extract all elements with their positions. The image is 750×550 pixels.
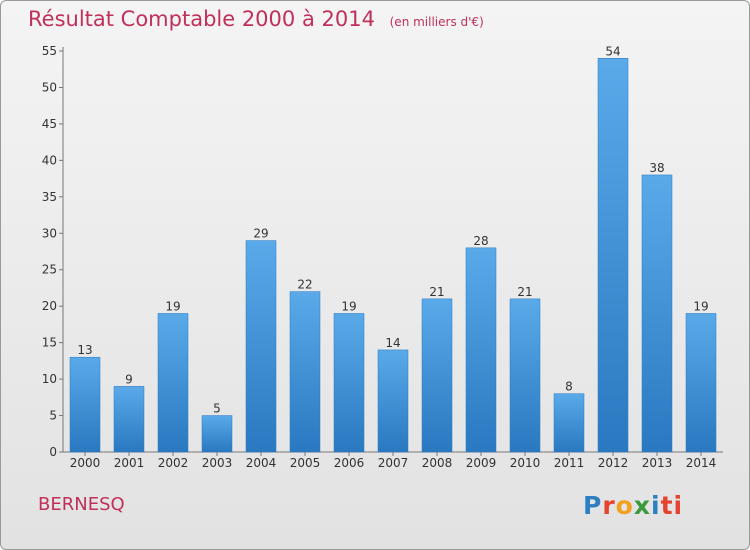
chart-axes: 0 5 10 15 20 25 30 35 40 45 50 55 2000 2001 2002 2003 20… [42,44,723,470]
data-label: 22 [297,278,312,292]
y-tick-label: 40 [42,153,57,167]
chart-data-labels: 13 9 19 5 29 22 19 14 21 28 21 8 54 38 19 [77,44,708,415]
y-tick-label: 15 [42,336,57,350]
y-tick-label: 10 [42,372,57,386]
bar [377,349,409,453]
y-tick-label: 30 [42,226,57,240]
x-tick-label: 2009 [466,456,497,470]
chart-bars [69,58,717,453]
x-tick-label: 2001 [114,456,145,470]
x-tick-label: 2003 [202,456,233,470]
logo-letter: r [602,491,616,520]
x-tick-label: 2002 [158,456,189,470]
y-tick-label: 45 [42,117,57,131]
data-label: 19 [165,299,180,313]
logo-letter: x [633,491,651,520]
bar [245,240,277,453]
bar [421,298,453,453]
logo-letter: i [651,491,661,520]
y-tick-label: 55 [42,44,57,58]
logo-letter: P [583,491,603,520]
bar [465,247,497,453]
bar [289,291,321,453]
bar [509,298,541,453]
x-tick-label: 2008 [422,456,453,470]
data-label: 21 [517,285,532,299]
data-label: 5 [213,402,221,416]
place-name: BERNESQ [38,494,125,515]
data-label: 29 [253,227,268,241]
data-label: 13 [77,343,92,357]
data-label: 19 [341,299,356,313]
data-label: 28 [473,234,488,248]
y-tick-label: 0 [49,445,57,459]
data-label: 21 [429,285,444,299]
data-label: 8 [565,380,573,394]
logo-letter: ti [660,491,684,520]
x-tick-label: 2005 [290,456,321,470]
data-label: 14 [385,336,400,350]
x-tick-label: 2000 [70,456,101,470]
logo-letter: o [615,491,634,520]
bar [641,174,673,453]
bar [69,356,101,453]
x-tick-label: 2010 [510,456,541,470]
bar [113,386,145,453]
x-tick-label: 2012 [598,456,629,470]
y-tick-label: 50 [42,80,57,94]
bar [333,313,365,453]
x-tick-label: 2004 [246,456,277,470]
bar [157,313,189,453]
x-tick-label: 2014 [686,456,717,470]
y-tick-label: 20 [42,299,57,313]
x-tick-label: 2007 [378,456,409,470]
proxiti-logo[interactable]: Proxiti [583,491,683,520]
x-tick-label: 2006 [334,456,365,470]
data-label: 54 [605,44,620,58]
data-label: 9 [125,372,133,386]
y-tick-label: 35 [42,190,57,204]
bar [597,58,629,453]
chart-title-text: Résultat Comptable 2000 à 2014 [28,7,375,31]
chart-subtitle: (en milliers d'€) [389,15,484,29]
x-tick-label: 2011 [554,456,585,470]
x-tick-label: 2013 [642,456,673,470]
y-tick-label: 25 [42,263,57,277]
bar [685,313,717,453]
bar [201,415,233,453]
data-label: 38 [649,161,664,175]
y-tick-label: 5 [49,409,57,423]
data-label: 19 [693,299,708,313]
chart-title: Résultat Comptable 2000 à 2014 (en milli… [28,7,484,31]
bar [553,393,585,453]
